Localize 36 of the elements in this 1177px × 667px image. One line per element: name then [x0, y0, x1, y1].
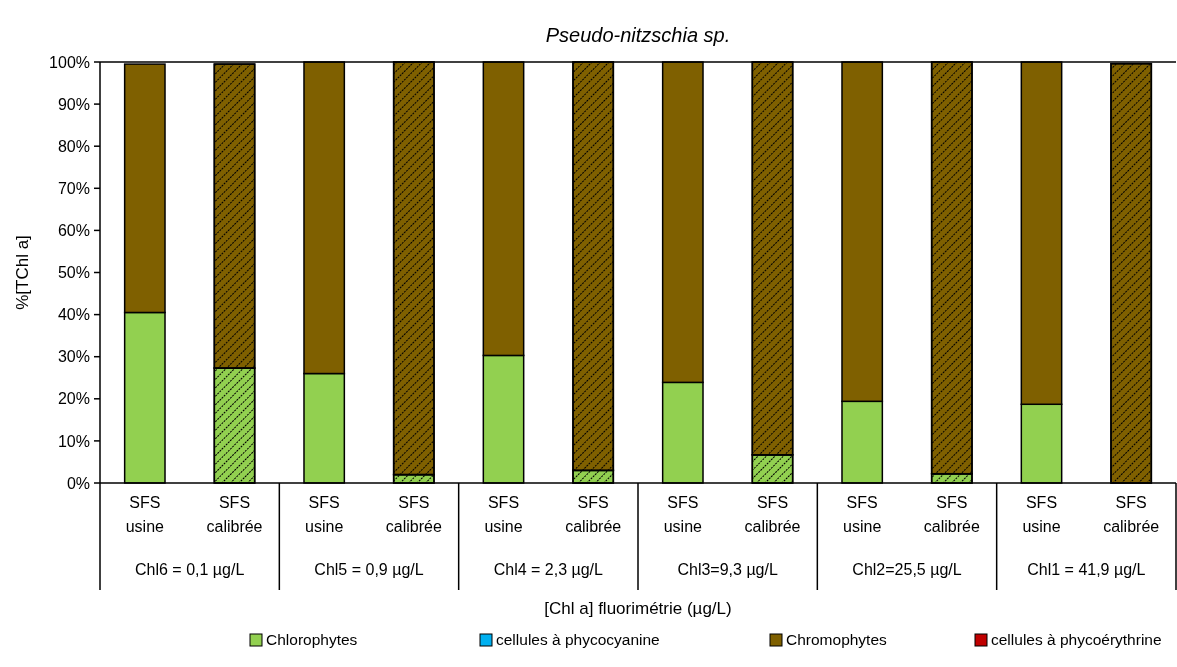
y-tick-label: 100%	[49, 53, 90, 71]
y-tick-label: 50%	[57, 264, 90, 282]
x-tick-label: SFS usine	[305, 494, 344, 535]
y-tick-label: 70%	[57, 179, 90, 197]
y-tick-label: 20%	[57, 390, 90, 408]
x-tick-label: SFS usine	[663, 494, 703, 535]
text: Chl6 = 0,1 µg/L	[135, 560, 245, 578]
y-tick-label: 0%	[66, 474, 90, 492]
y-tick-label: 30%	[57, 348, 90, 366]
text: Chl3=9,3 µg/L	[677, 560, 778, 578]
text: Chl5 = 0,9 µg/L	[314, 560, 424, 578]
text: Chl2=25,5 µg/L	[852, 560, 962, 578]
legend-label: cellules à phycocyanine	[496, 631, 660, 649]
x-tick-label: SFS calibrée	[1103, 494, 1160, 535]
y-tick-label: 80%	[57, 137, 90, 155]
x-tick-label: SFS usine	[484, 494, 523, 535]
y-tick-label: 60%	[57, 222, 90, 239]
x-tick-label: SFS usine	[1022, 494, 1061, 535]
y-tick-label: 40%	[57, 306, 90, 324]
x-tick-label: SFS usine	[125, 494, 165, 535]
x-axis-title: [Chl a] fluorimétrie (µg/L)	[544, 599, 732, 618]
y-tick-label: 90%	[57, 95, 90, 113]
y-tick-label: 10%	[57, 432, 90, 450]
y-axis-title: %[TChl a]	[13, 235, 32, 310]
x-tick-label: SFS calibrée	[206, 494, 263, 535]
text: Chl1 = 41,9 µg/L	[1027, 560, 1146, 578]
legend-label: cellules à phycoérythrine	[991, 631, 1162, 649]
chart-title: Pseudo-nitzschia sp.	[545, 24, 731, 46]
x-tick-label: SFS calibrée	[923, 494, 980, 535]
text: Chl4 = 2,3 µg/L	[493, 560, 604, 578]
legend-label: Chlorophytes	[266, 631, 358, 649]
x-tick-label: SFS usine	[843, 494, 882, 535]
x-tick-label: SFS calibrée	[385, 494, 442, 535]
legend-label: Chromophytes	[786, 631, 888, 649]
x-tick-label: SFS calibrée	[565, 494, 622, 535]
x-tick-label: SFS calibrée	[744, 494, 801, 535]
